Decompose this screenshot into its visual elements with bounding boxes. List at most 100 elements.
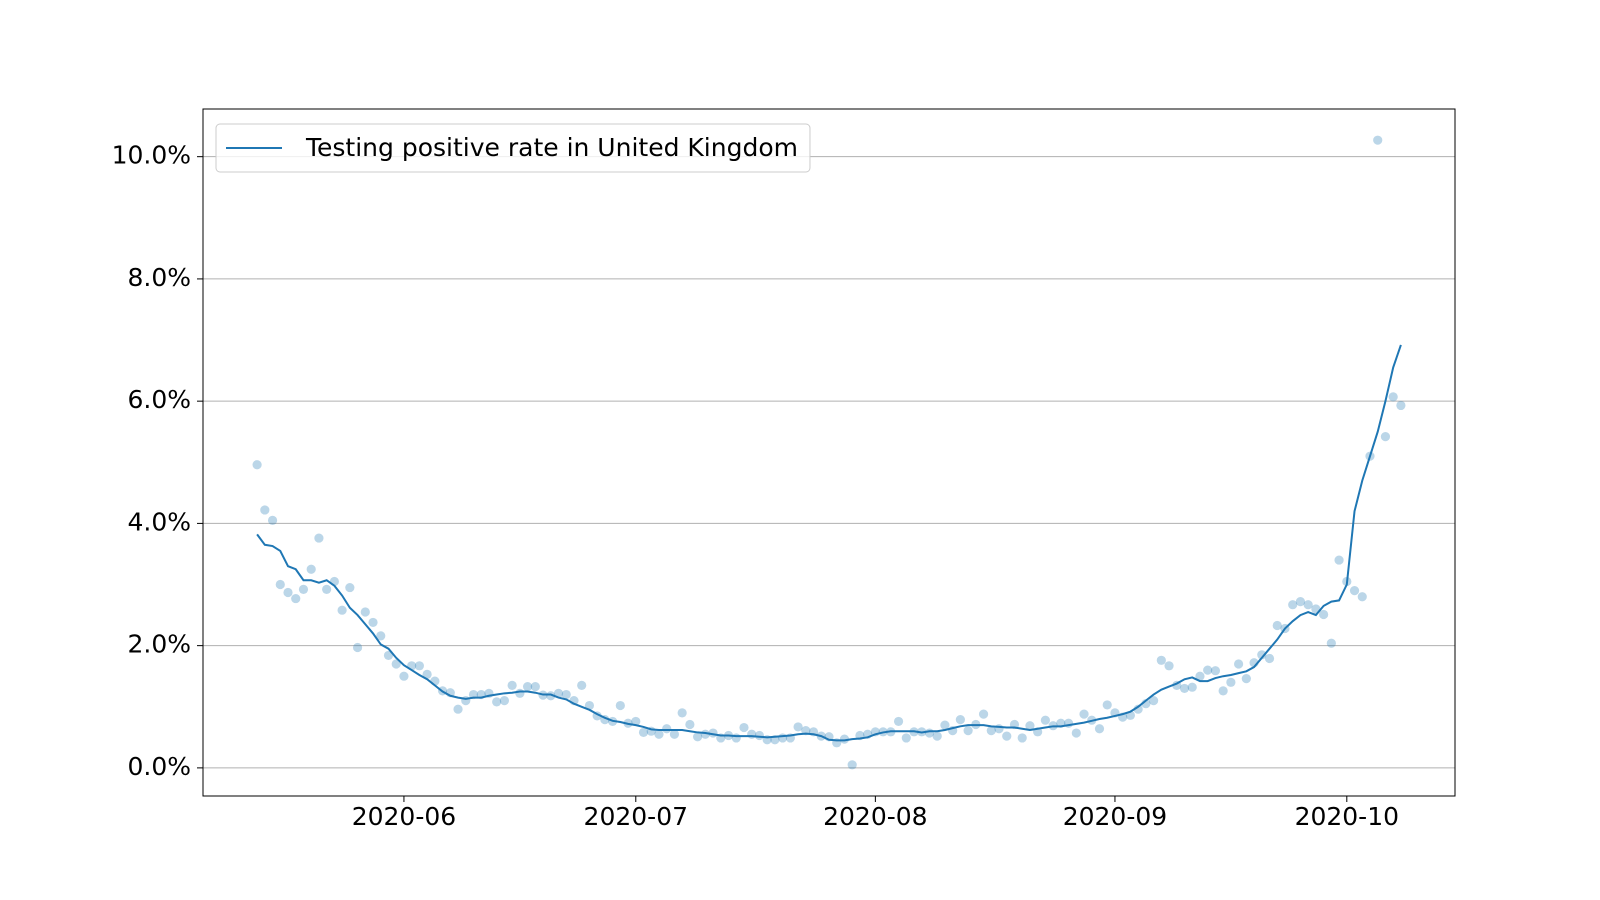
scatter-point (561, 689, 571, 700)
scatter-point (1002, 731, 1012, 741)
y-tick-label: 6.0% (127, 385, 191, 414)
scatter-point (1156, 655, 1166, 665)
scatter-point (1264, 653, 1275, 664)
scatter-point (298, 584, 309, 595)
scatter-point (1303, 600, 1313, 610)
scatter-point (291, 593, 301, 604)
scatter-point (994, 724, 1004, 734)
scatter-point (1396, 400, 1406, 411)
scatter-point (1373, 135, 1383, 145)
scatter-point (847, 760, 857, 770)
scatter-point (352, 642, 363, 653)
scatter-point (260, 505, 270, 515)
scatter-point (376, 631, 386, 641)
scatter-point (1071, 728, 1081, 738)
scatter-point (1257, 650, 1267, 660)
scatter-point (839, 734, 850, 744)
scatter-point (399, 671, 409, 681)
scatter-point (422, 669, 432, 679)
scatter-point (499, 696, 510, 706)
scatter-point (267, 515, 278, 525)
scatter-point (615, 700, 625, 711)
legend-label: Testing positive rate in United Kingdom (305, 133, 798, 162)
scatter-point (685, 719, 695, 730)
scatter-point (530, 681, 540, 692)
scatter-point (893, 716, 904, 727)
y-tick-label: 2.0% (127, 630, 191, 659)
scatter-point (901, 733, 911, 743)
y-tick-label: 10.0% (112, 141, 191, 170)
scatter-point (662, 724, 672, 734)
scatter-point (669, 729, 680, 739)
scatter-point (1234, 659, 1244, 669)
scatter-point (414, 661, 424, 671)
scatter-point (1380, 432, 1391, 442)
scatter-point (522, 681, 533, 692)
scatter-point (322, 584, 332, 595)
scatter-point (1241, 674, 1251, 684)
scatter-point (1334, 555, 1344, 565)
scatter-point (1040, 715, 1050, 725)
scatter-point (1319, 609, 1329, 620)
scatter-point (252, 460, 262, 470)
scatter-point (360, 607, 370, 617)
scatter-point (955, 714, 965, 725)
scatter-point (693, 732, 703, 742)
scatter-point (275, 579, 285, 590)
scatter-point (1133, 704, 1143, 714)
scatter-point (383, 650, 394, 661)
scatter-point (1210, 666, 1221, 676)
scatter-point (1094, 724, 1105, 734)
scatter-point (368, 617, 378, 628)
scatter-point (1203, 665, 1213, 675)
scatter-point (1179, 683, 1190, 694)
scatter-point (1195, 671, 1205, 681)
scatter-point (391, 659, 401, 669)
scatter-point (1388, 392, 1398, 402)
scatter-point (515, 688, 525, 698)
scatter-point (1288, 600, 1298, 610)
y-tick-label: 4.0% (127, 507, 191, 536)
x-tick-label: 2020-06 (352, 802, 456, 831)
scatter-point (1218, 686, 1228, 696)
line-series (256, 344, 1402, 742)
scatter-point (1349, 586, 1360, 596)
x-tick-label: 2020-07 (584, 802, 688, 831)
scatter-point (337, 605, 347, 615)
scatter-point (1226, 677, 1236, 687)
scatter-point (1187, 682, 1197, 692)
scatter-point (986, 726, 996, 736)
scatter-point (1102, 700, 1112, 710)
scatter-point (638, 727, 649, 738)
scatter-point (1326, 638, 1336, 648)
scatter-point (345, 582, 355, 593)
scatter-point (793, 722, 803, 732)
scatter-point (1272, 620, 1282, 631)
scatter-point (1164, 661, 1174, 671)
scatter-point (1079, 709, 1089, 719)
scatter-point (546, 691, 556, 701)
x-tick-label: 2020-08 (823, 802, 927, 831)
y-tick-label: 8.0% (127, 263, 191, 292)
scatter-point (731, 733, 741, 743)
x-tick-label: 2020-10 (1295, 802, 1399, 831)
scatter-point (747, 729, 757, 739)
x-tick-label: 2020-09 (1063, 802, 1167, 831)
scatter-point (978, 709, 989, 719)
scatter-point (453, 704, 463, 714)
scatter-point (963, 726, 973, 736)
scatter-point (314, 533, 324, 543)
scatter-point (677, 708, 687, 718)
scatter-point (1148, 696, 1159, 706)
legend-box (215, 123, 811, 173)
scatter-point (940, 720, 950, 730)
scatter-point (306, 564, 316, 574)
scatter-point (1295, 597, 1306, 607)
scatter-point (1017, 733, 1027, 743)
scatter-point (1357, 592, 1367, 602)
scatter-point (1025, 721, 1035, 731)
scatter-point (492, 697, 502, 707)
plot-frame (202, 108, 1456, 797)
